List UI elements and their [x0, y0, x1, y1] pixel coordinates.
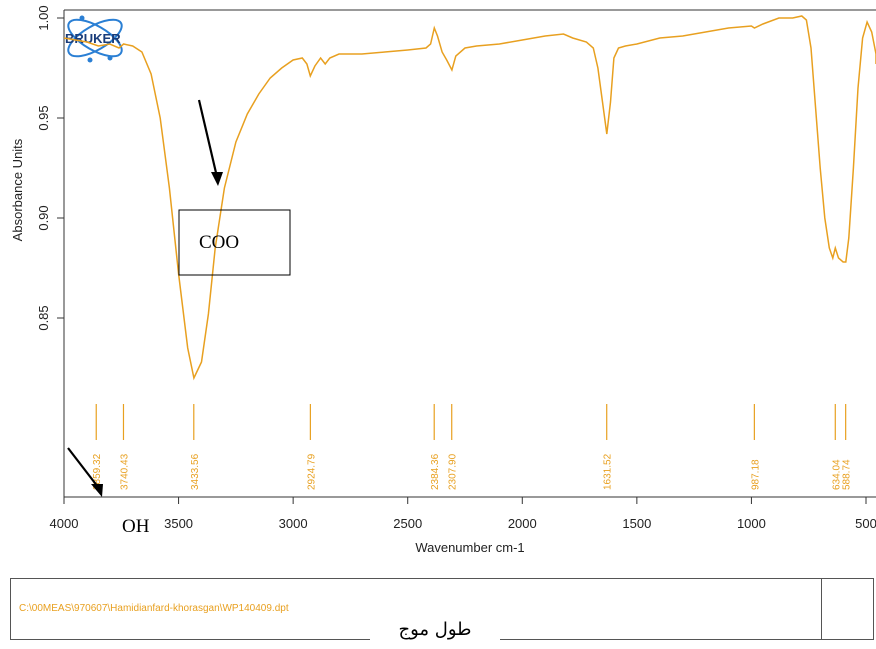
peak-label: 3433.56 [190, 453, 201, 490]
coo-arrow-head [211, 172, 223, 186]
peak-label: 3859.32 [92, 453, 103, 490]
x-tick-label: 500 [855, 516, 876, 531]
peak-label: 634.04 [831, 459, 842, 490]
bruker-logo: BRUKER [65, 15, 123, 63]
peak-label: 588.74 [842, 459, 853, 490]
ir-spectrum-chart: BRUKER 4000 3500 3000 2500 2000 1500 1000 500 0.… [10, 5, 876, 555]
series-line [63, 15, 876, 381]
x-tick-label: 3000 [279, 516, 308, 531]
x-tick-label: 1000 [737, 516, 766, 531]
coo-box [178, 209, 291, 276]
y-axis-title: Absorbance Units [10, 138, 25, 241]
peak-label: 2924.79 [306, 453, 317, 490]
y-tick-label: 0.90 [36, 205, 51, 230]
peak-label: 2307.90 [448, 453, 459, 490]
peak-label: 1631.52 [603, 453, 614, 490]
y-tick-label: 0.95 [36, 105, 51, 130]
x-tick-label: 1500 [622, 516, 651, 531]
oh-arrow-head [91, 484, 103, 497]
oh-label: OH [122, 516, 150, 537]
caption: طول موج [370, 616, 500, 644]
x-tick-label: 4000 [50, 516, 79, 531]
y-tick-label: 1.00 [36, 5, 51, 30]
peak-label: 987.18 [750, 459, 761, 490]
coo-arrow [197, 99, 219, 178]
annotations: COO OH [67, 99, 291, 537]
peak-label: 2384.36 [430, 453, 441, 490]
x-tick-label: 3500 [164, 516, 193, 531]
coo-label: COO [199, 232, 239, 253]
logo-text: BRUKER [65, 31, 121, 46]
oh-arrow [67, 447, 99, 488]
axes: 4000 3500 3000 2500 2000 1500 1000 500 0.85 0.90 0… [10, 5, 876, 555]
x-axis-title: Wavenumber cm-1 [415, 540, 524, 555]
file-box-divider [821, 579, 822, 639]
file-path: C:\00MEAS\970607\Hamidianfard-khorasgan\… [19, 603, 289, 614]
y-tick-label: 0.85 [36, 305, 51, 330]
x-tick-label: 2000 [508, 516, 537, 531]
peak-markers: 3859.32 3740.43 3433.56 2924.79 2384.36 2307.… [92, 404, 853, 490]
peak-label: 3740.43 [119, 453, 130, 490]
x-tick-label: 2500 [393, 516, 422, 531]
